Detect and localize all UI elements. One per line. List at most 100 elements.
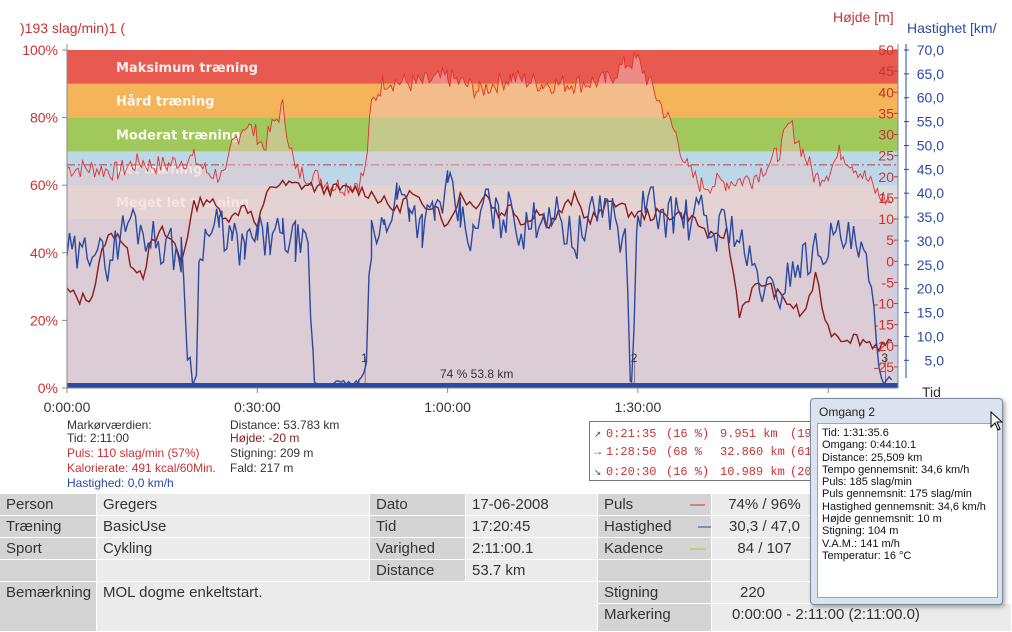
workout-chart[interactable]: )193 slag/min)1 ( Højde [m] Hastighet [k… (0, 0, 1012, 420)
empty-value (97, 560, 370, 582)
height-tick-label: 30 (878, 127, 894, 143)
speed-legend-line: — (698, 518, 712, 535)
time-value: 17:20:45 (466, 516, 598, 538)
sport-value[interactable]: Cykling (97, 538, 370, 560)
height-tick-label: 45 (878, 63, 894, 79)
cadence-legend-line: — (690, 540, 705, 557)
lap-line: Puls gennemsnit: 175 slag/min (822, 488, 972, 501)
speed-tick-label: 10,0 (917, 328, 944, 344)
training-value[interactable]: BasicUse (97, 516, 370, 538)
zone-label: Hård træning (116, 95, 214, 110)
lap-line: Omgang: 0:44:10.1 (822, 439, 917, 452)
marking-label: Markering (598, 604, 712, 632)
split-dist: 32.860 km (720, 445, 785, 459)
marker-speed: Hastighed: 0,0 km/h (67, 476, 174, 490)
lap-line: Højde gennemsnit: 10 m (822, 513, 942, 526)
height-tick-label: 20 (878, 169, 894, 185)
speed-tick-label: 35,0 (917, 209, 944, 225)
speed-label: Hastighed — (598, 516, 712, 538)
left-axis-title: )193 slag/min)1 ( (20, 20, 125, 36)
marker-time: Tid: 2:11:00 (67, 431, 130, 445)
height-tick-label: 35 (878, 105, 894, 121)
distance-value: 53.7 km (466, 560, 598, 582)
speed-tick-label: 5,0 (925, 352, 945, 368)
lap-marker-label: 3 (881, 351, 888, 365)
arrow-up-icon: ↗ (594, 427, 602, 441)
pulse-label-text: Puls (604, 496, 634, 513)
marker-climb: Stigning: 209 m (230, 446, 314, 460)
marker-pulse: Puls: 110 slag/min (57%) (67, 446, 200, 460)
marker-height: Højde: -20 m (230, 431, 300, 445)
speed-tick-label: 40,0 (917, 185, 944, 201)
time-tick-label: 0:30:00 (234, 399, 281, 415)
time-axis: 0:00:000:30:001:00:001:30:002 (44, 387, 898, 415)
pulse-legend-line: — (690, 496, 705, 513)
distance-label: Distance (370, 560, 466, 582)
speed-axis: 70,0 65,0 60,0 55,0 50,0 45,0 40,0 35,0 30,0 25,0… (904, 42, 944, 378)
split-row-flat: →1:28:50(68 %32.860 km(61 %) (594, 445, 833, 459)
time-tick-label: 1:00:00 (424, 399, 471, 415)
height-axis-title: Højde [m] (833, 9, 894, 25)
training-label: Træning (0, 516, 97, 538)
split-pct: (16 %) (666, 427, 710, 441)
date-value: 17-06-2008 (466, 494, 598, 516)
pulse-label: Puls — (598, 494, 712, 516)
height-tick-label: 50 (878, 42, 894, 58)
pulse-tick-label: 80% (30, 110, 58, 126)
zone-band (67, 117, 898, 152)
speed-label-text: Hastighed (604, 518, 672, 535)
height-tick-label: 25 (878, 148, 894, 164)
zone-band (67, 50, 898, 84)
height-tick-label: -15 (874, 317, 894, 333)
lap-line: V.A.M.: 141 m/h (822, 537, 900, 550)
speed-tick-label: 50,0 (917, 137, 944, 153)
height-tick-label: 10 (878, 211, 894, 227)
split-time: 0:21:35 (606, 427, 657, 441)
note-value[interactable]: MOL dogme enkeltstart. (97, 582, 598, 632)
arrow-right-icon: → (594, 445, 602, 459)
pulse-value: 74% / 96% (712, 494, 812, 516)
split-dist: 9.951 km (720, 427, 778, 441)
time-axis-label: Tid (922, 384, 941, 400)
series-layer: 1 2 3 (66, 50, 898, 388)
height-tick-label: -25 (874, 359, 894, 375)
split-time: 0:20:30 (606, 465, 657, 479)
person-label: Person (0, 494, 97, 516)
split-pct: (16 %) (666, 465, 710, 479)
speed-tick-label: 30,0 (917, 233, 944, 249)
time-tick-label: 0:00:00 (44, 399, 91, 415)
speed-tick-label: 60,0 (917, 90, 944, 106)
speed-line (66, 170, 893, 387)
marker-distance: Distance: 53.783 km (230, 418, 340, 432)
split-row-climb: ↗0:21:35(16 %)9.951 km(19 %) (594, 426, 833, 441)
lap-tooltip-title: Omgang 2 (819, 405, 876, 419)
pulse-tick-label: 40% (30, 245, 58, 261)
speed-tick-label: 65,0 (917, 66, 944, 82)
marker-heading: Markørværdien: (67, 418, 152, 432)
pulse-tick-label: 100% (22, 42, 58, 58)
selection-bar (67, 383, 898, 388)
split-dist: 10.989 km (720, 465, 785, 479)
cadence-label: Kadence — (598, 538, 712, 560)
climb-label: Stigning (598, 582, 712, 604)
empty-value-2 (712, 560, 812, 582)
zone-label: Maksimum træning (116, 61, 258, 76)
marking-value: 0:00:00 - 2:11:00 (2:11:00.0) (712, 604, 1012, 632)
lap-line: Stigning: 104 m (822, 525, 899, 538)
duration-label: Varighed (370, 538, 466, 560)
lap-marker-label: 2 (631, 351, 638, 365)
lap-tooltip-window[interactable]: Omgang 2 Tid: 1:31:35.6 Omgang: 0:44:10.… (810, 398, 1003, 605)
zone-label: Moderat træning (116, 129, 240, 144)
height-tick-label: 40 (878, 84, 894, 100)
chart-center-label: 74 % 53.8 km (440, 367, 513, 381)
pulse-line (66, 50, 892, 206)
lap-line: Distance: 25,509 km (822, 451, 923, 464)
height-tick-label: 5 (886, 232, 894, 248)
person-value[interactable]: Gregers (97, 494, 370, 516)
note-label: Bemærkning (0, 582, 97, 632)
speed-tick-label: 20,0 (917, 281, 944, 297)
cadence-label-text: Kadence (604, 540, 664, 557)
mouse-pointer-icon (990, 411, 1004, 431)
date-label: Dato (370, 494, 466, 516)
